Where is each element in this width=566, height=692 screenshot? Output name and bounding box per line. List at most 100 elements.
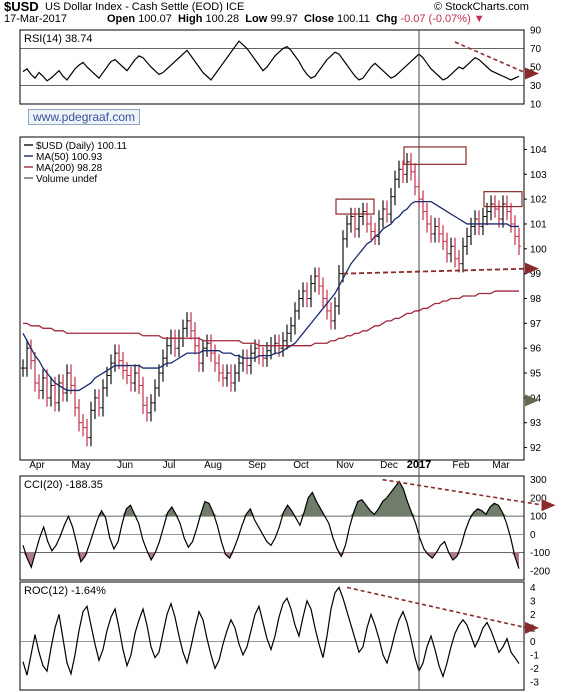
cci-legend: CCI(20) -188.35 <box>24 479 103 491</box>
resistance-box <box>483 191 523 208</box>
cci-legend-bg <box>22 478 112 490</box>
price-y-tick-label: 93 <box>530 418 542 429</box>
x-tick-label: Jul <box>163 460 176 471</box>
price-bar <box>237 354 241 382</box>
cci-y-tick-label: -200 <box>530 566 550 577</box>
price-bar <box>305 282 309 308</box>
price-bar <box>413 163 417 196</box>
roc-y-tick-label: 0 <box>530 637 536 648</box>
price-bar <box>25 339 29 377</box>
price-bar <box>101 379 105 417</box>
price-bar <box>69 364 73 395</box>
low-value: 99.97 <box>270 13 298 25</box>
price-bar <box>401 160 405 183</box>
price-bar <box>377 210 381 246</box>
stockcharts-watermark[interactable]: © StockCharts.com <box>434 1 529 13</box>
price-bar <box>217 354 221 382</box>
price-y-tick-label: 101 <box>530 219 547 230</box>
high-label: High <box>177 13 203 25</box>
price-bar <box>29 339 33 370</box>
price-bar <box>137 364 141 395</box>
price-bar <box>517 227 521 256</box>
price-bar <box>169 329 173 355</box>
price-y-tick-label: 98 <box>530 294 542 305</box>
price-bar <box>85 419 89 447</box>
price-bar <box>173 329 177 357</box>
price-bar <box>489 195 493 221</box>
price-bar <box>49 376 53 407</box>
price-y-tick-label: 104 <box>530 145 547 156</box>
x-tick-label: Nov <box>336 460 354 471</box>
rsi-y-tick-label: 70 <box>530 44 542 55</box>
price-bar <box>393 170 397 206</box>
price-marker-arrow-icon <box>525 394 539 407</box>
price-bar <box>457 250 461 273</box>
cci-trend-arrow-icon <box>541 499 556 512</box>
cci-y-tick-label: -100 <box>530 548 550 559</box>
price-bar <box>513 215 517 246</box>
low-label: Low <box>245 13 268 25</box>
rsi-trend-arrow-icon <box>525 67 539 80</box>
roc-y-tick-label: -1 <box>530 650 539 661</box>
chg-down-icon: ▼ <box>473 13 485 25</box>
roc-legend-bg <box>22 584 112 596</box>
price-y-tick-label: 92 <box>530 443 542 454</box>
x-tick-label: Sep <box>248 460 266 471</box>
roc-y-tick-label: 4 <box>530 583 536 594</box>
price-legend-item: MA(50) 100.93 <box>36 152 103 163</box>
price-bar <box>481 207 485 236</box>
x-tick-label: Aug <box>204 460 222 471</box>
price-bar <box>105 366 109 397</box>
rsi-y-tick-label: 90 <box>530 26 542 37</box>
cci-trend-line <box>382 478 544 506</box>
x-tick-label: Apr <box>29 460 45 471</box>
price-bar <box>73 376 77 417</box>
price-bar <box>45 369 49 407</box>
price-bar <box>345 215 349 248</box>
price-bar <box>505 195 509 221</box>
rsi-panel-frame <box>19 29 525 105</box>
rsi-y-tick-label: 30 <box>530 81 542 92</box>
price-bar <box>245 349 249 375</box>
price-bar <box>37 374 41 400</box>
price-bar <box>449 237 453 263</box>
price-bar <box>201 339 205 372</box>
price-bar <box>209 334 213 362</box>
price-bar <box>385 200 389 223</box>
x-tick-label: Feb <box>452 460 470 471</box>
price-legend-item: Volume undef <box>36 174 97 185</box>
close-label: Close <box>303 13 334 25</box>
price-bar <box>437 217 441 243</box>
price-bar <box>497 200 501 228</box>
price-bar <box>381 200 385 228</box>
roc-y-tick-label: 3 <box>530 596 536 607</box>
price-y-tick-label: 100 <box>530 244 547 255</box>
price-bar <box>369 215 373 241</box>
price-bar <box>445 232 449 263</box>
ohlc-readout: Open 100.07 High 100.28 Low 99.97 Close … <box>107 13 485 25</box>
resistance-box <box>403 146 467 165</box>
support-arrow-icon <box>525 262 539 275</box>
open-value: 100.07 <box>138 13 172 25</box>
price-y-tick-label: 102 <box>530 195 547 206</box>
price-bar <box>329 302 333 330</box>
price-bar <box>57 374 61 412</box>
roc-legend: ROC(12) -1.64% <box>24 585 106 597</box>
roc-trend-arrow-icon <box>525 621 539 634</box>
x-tick-label: 2017 <box>407 459 431 471</box>
rsi-line <box>22 40 520 82</box>
roc-y-tick-label: -3 <box>530 677 539 688</box>
price-bar <box>81 414 85 437</box>
price-bar <box>225 364 229 387</box>
rsi-y-tick-label: 50 <box>530 63 542 74</box>
price-bar <box>433 217 437 243</box>
rsi-legend: RSI(14) 38.74 <box>24 33 92 45</box>
site-label[interactable]: www.pdegraaf.com <box>28 109 141 125</box>
price-bar <box>153 379 157 412</box>
roc-line <box>22 586 520 679</box>
price-bar <box>205 334 209 357</box>
price-bar <box>241 349 245 372</box>
price-bar <box>189 312 193 340</box>
ma50-line <box>22 200 519 392</box>
price-bar <box>149 394 153 422</box>
